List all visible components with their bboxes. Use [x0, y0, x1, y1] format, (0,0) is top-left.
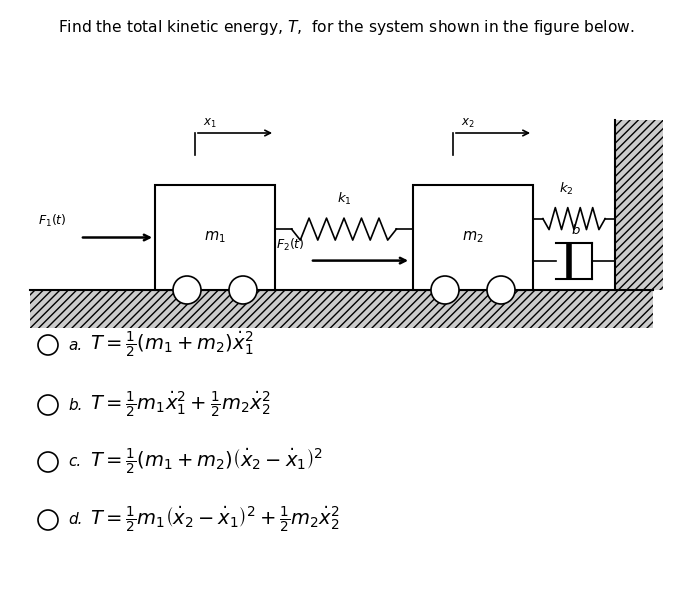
- Text: $m_2$: $m_2$: [462, 229, 484, 245]
- Text: $T = \frac{1}{2}m_{1}\left(\dot{x}_{2} - \dot{x}_{1}\right)^{2}+\frac{1}{2}m_{2}: $T = \frac{1}{2}m_{1}\left(\dot{x}_{2} -…: [90, 505, 340, 535]
- Circle shape: [38, 510, 58, 530]
- Text: $T = \frac{1}{2}\left(m_{1} + m_{2}\right)\dot{x}_{1}^{2}$: $T = \frac{1}{2}\left(m_{1} + m_{2}\righ…: [90, 330, 254, 360]
- Text: $b$: $b$: [571, 223, 581, 237]
- Text: $x_1$: $x_1$: [203, 117, 217, 130]
- Text: $m_1$: $m_1$: [204, 229, 226, 245]
- Circle shape: [38, 335, 58, 355]
- Text: c.: c.: [68, 454, 81, 470]
- Text: $k_2$: $k_2$: [559, 181, 573, 196]
- Text: $F_2(t)$: $F_2(t)$: [277, 237, 305, 253]
- Bar: [413, 185, 533, 290]
- Bar: [615, 120, 663, 290]
- Circle shape: [38, 452, 58, 472]
- Text: $k_1$: $k_1$: [337, 191, 351, 207]
- Text: a.: a.: [68, 337, 82, 353]
- Text: $F_1(t)$: $F_1(t)$: [38, 214, 67, 229]
- Text: $T = \frac{1}{2}m_{1}\dot{x}_{1}^{2}+\frac{1}{2}m_{2}\dot{x}_{2}^{2}$: $T = \frac{1}{2}m_{1}\dot{x}_{1}^{2}+\fr…: [90, 390, 270, 420]
- Bar: [30, 290, 653, 328]
- Text: d.: d.: [68, 512, 82, 528]
- Circle shape: [431, 276, 459, 304]
- Text: b.: b.: [68, 398, 82, 412]
- Text: $x_2$: $x_2$: [461, 117, 475, 130]
- Circle shape: [229, 276, 257, 304]
- Text: $T = \frac{1}{2}\left(m_{1} + m_{2}\right)\left(\dot{x}_{2} - \dot{x}_{1}\right): $T = \frac{1}{2}\left(m_{1} + m_{2}\righ…: [90, 447, 323, 477]
- Bar: [155, 185, 275, 290]
- Text: Find the total kinetic energy, $T$,  for the system shown in the figure below.: Find the total kinetic energy, $T$, for …: [58, 18, 634, 37]
- Circle shape: [173, 276, 201, 304]
- Circle shape: [487, 276, 515, 304]
- Circle shape: [38, 395, 58, 415]
